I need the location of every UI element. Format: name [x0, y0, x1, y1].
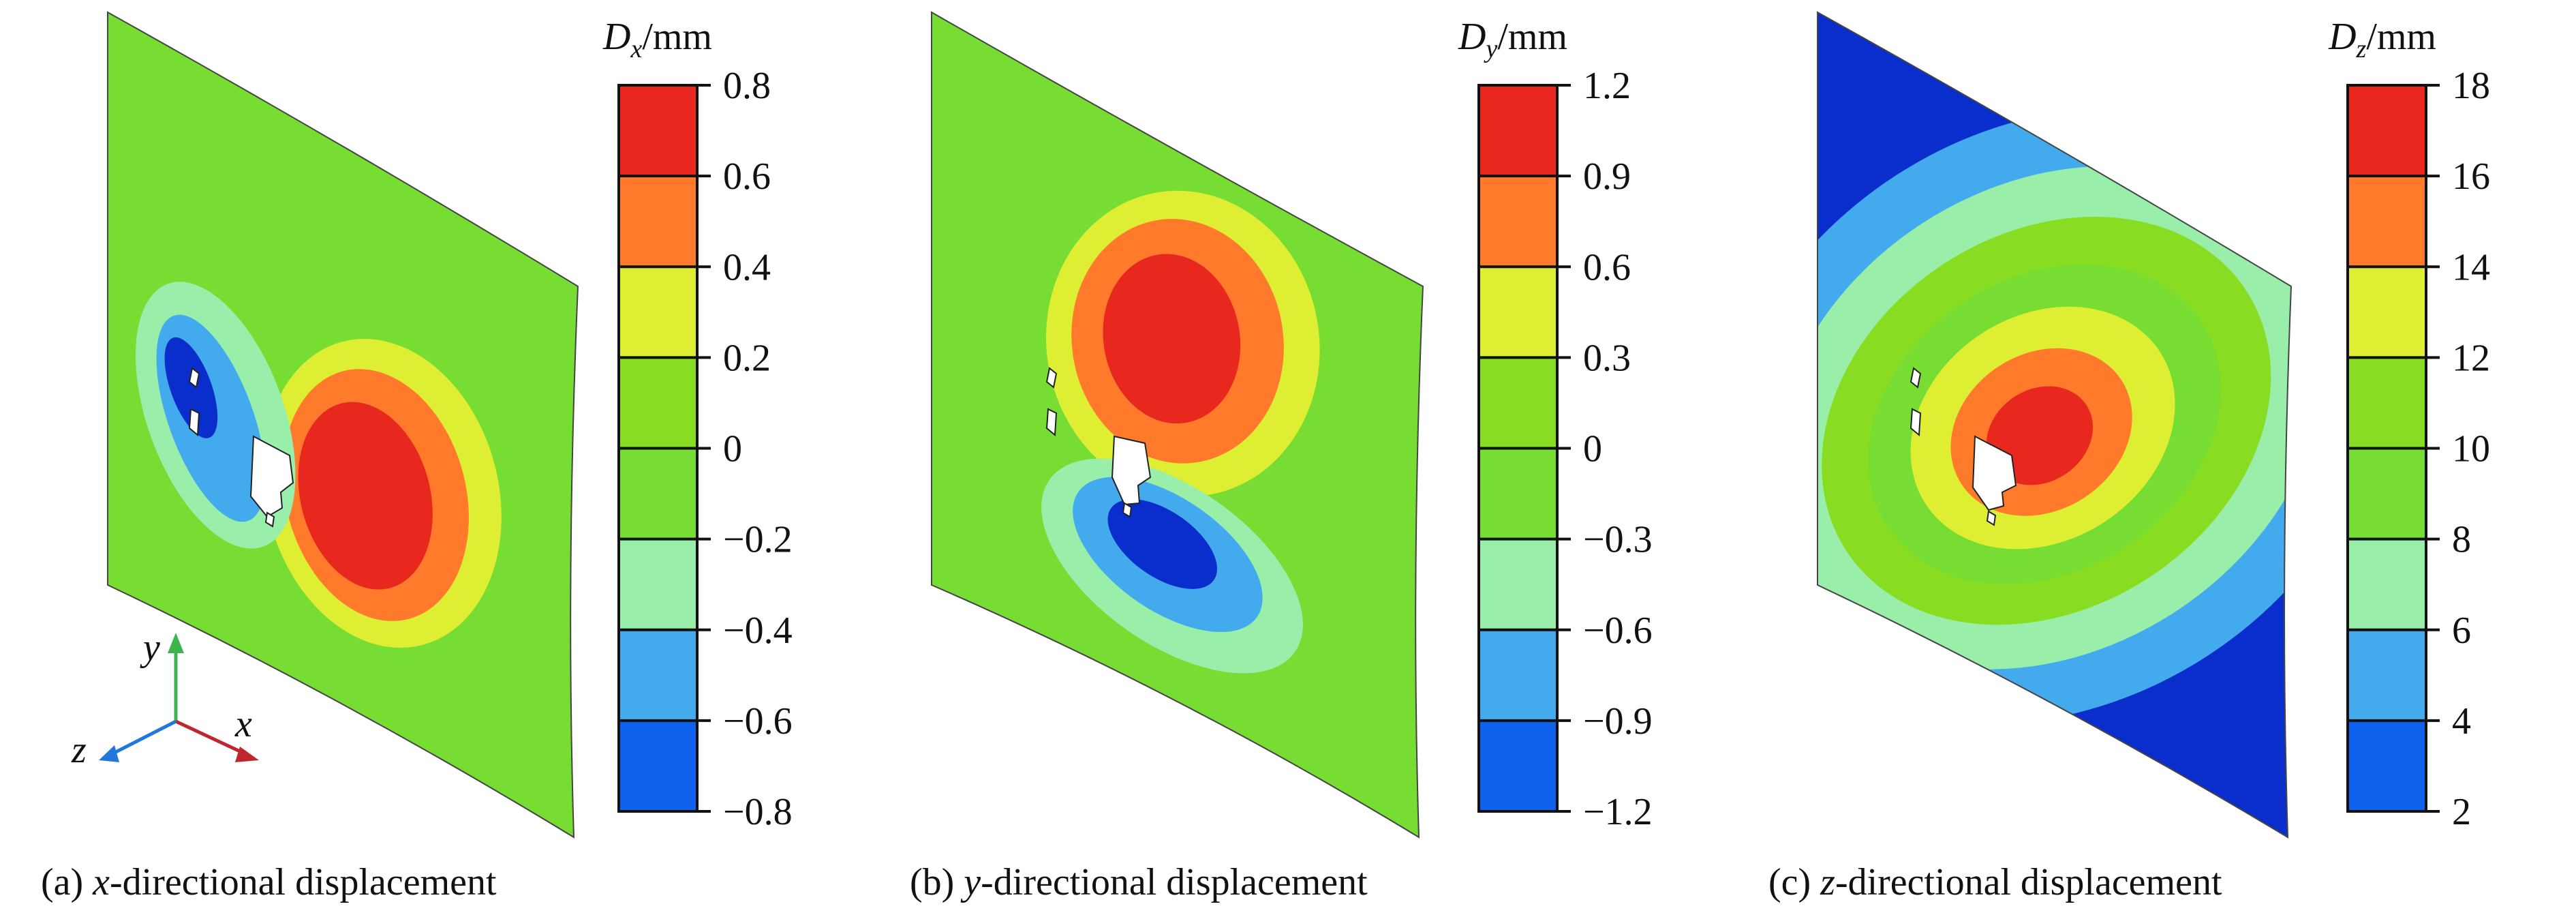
legend-b-swatch-4 [1479, 448, 1557, 539]
legend-b-swatch-7 [1479, 720, 1557, 811]
legend-c-label-8: 2 [2452, 791, 2471, 833]
legend-a-swatch-7 [619, 720, 697, 811]
legend-c-label-5: 8 [2452, 519, 2471, 561]
legend-a-swatch-1 [619, 176, 697, 267]
legend-b-label-1: 0.9 [1583, 155, 1631, 198]
caption-panel-c: (c) z-directional displacement [1768, 860, 2222, 904]
legend-b-label-5: −0.3 [1583, 519, 1653, 561]
z-axis-arrow [108, 719, 177, 758]
legend-b-swatch-2 [1479, 267, 1557, 358]
legend-a-swatch-3 [619, 357, 697, 449]
legend-b-label-3: 0.3 [1583, 337, 1631, 379]
legend-c-swatch-1 [2348, 176, 2426, 267]
caption-b-prefix: (b) [910, 861, 964, 903]
caption-c-var: z [1820, 861, 1835, 903]
legend-symbol: D [1458, 16, 1486, 58]
legend-b-label-4: 0 [1583, 428, 1602, 470]
legend-a-swatch-2 [619, 267, 697, 358]
legend-title-a: Dx/mm [602, 16, 712, 63]
y-axis-label: y [140, 627, 160, 669]
legend-b-swatch-0 [1479, 85, 1557, 177]
axes-triad: y x z [71, 627, 259, 771]
legend-panel-c: Dz/mm 18 16 14 12 10 8 6 4 2 [2328, 16, 2490, 833]
legend-c-label-4: 10 [2452, 428, 2490, 470]
caption-a-suffix: -directional displacement [110, 861, 497, 903]
legend-a-swatch-0 [619, 85, 697, 177]
caption-a-var: x [93, 861, 110, 903]
legend-c-label-2: 14 [2452, 246, 2490, 288]
legend-subscript: z [2356, 35, 2367, 63]
legend-c-swatch-7 [2348, 720, 2426, 811]
legend-a-swatch-6 [619, 629, 697, 721]
caption-b-var: y [964, 861, 981, 903]
y-axis-arrowhead [168, 633, 184, 653]
caption-panel-a: (a) x-directional displacement [41, 860, 497, 904]
legend-title-c: Dz/mm [2328, 16, 2436, 63]
legend-a-label-8: −0.8 [723, 791, 793, 833]
z-axis-arrowhead [99, 745, 119, 762]
legend-c-label-0: 18 [2452, 65, 2490, 107]
legend-panel-a: Dx/mm 0.8 0.6 0.4 0.2 0 −0.2 −0.4 −0.6 −0.8 [602, 16, 793, 833]
legend-a-swatch-4 [619, 448, 697, 539]
x-axis-label: x [234, 703, 252, 745]
legend-c-swatch-4 [2348, 448, 2426, 539]
legend-b-swatch-6 [1479, 629, 1557, 721]
legend-symbol: D [602, 16, 630, 58]
panel-b-plate [931, 11, 1424, 839]
legend-c-swatch-3 [2348, 357, 2426, 449]
legend-c-swatch-0 [2348, 85, 2426, 177]
panel-a-plate [107, 11, 579, 839]
caption-a-prefix: (a) [41, 861, 93, 903]
legend-title-b: Dy/mm [1458, 16, 1567, 63]
legend-a-label-1: 0.6 [723, 155, 771, 198]
legend-panel-b: Dy/mm 1.2 0.9 0.6 0.3 0 −0.3 −0.6 −0.9 −1.2 [1458, 16, 1653, 833]
legend-a-label-2: 0.4 [723, 246, 771, 288]
legend-b-label-7: −0.9 [1583, 700, 1653, 742]
legend-a-label-5: −0.2 [723, 519, 793, 561]
legend-c-swatch-5 [2348, 539, 2426, 630]
legend-c-swatch-6 [2348, 629, 2426, 721]
legend-b-label-6: −0.6 [1583, 610, 1653, 652]
legend-a-swatch-5 [619, 539, 697, 630]
legend-a-label-6: −0.4 [723, 610, 793, 652]
legend-symbol: D [2328, 16, 2356, 58]
legend-unit: /mm [1497, 16, 1567, 58]
legend-c-swatch-2 [2348, 267, 2426, 358]
legend-b-swatch-1 [1479, 176, 1557, 267]
x-axis-arrow [174, 719, 250, 758]
legend-subscript: x [630, 35, 642, 63]
legend-a-label-3: 0.2 [723, 337, 771, 379]
legend-b-label-8: −1.2 [1583, 791, 1653, 833]
panel-c-plate [1817, 11, 2293, 839]
caption-b-suffix: -directional displacement [981, 861, 1368, 903]
legend-subscript: y [1483, 35, 1497, 63]
caption-c-suffix: -directional displacement [1835, 861, 2222, 903]
legend-b-swatch-5 [1479, 539, 1557, 630]
legend-c-label-6: 6 [2452, 610, 2471, 652]
legend-a-label-0: 0.8 [723, 65, 771, 107]
x-axis-arrowhead [235, 747, 259, 762]
legend-b-label-0: 1.2 [1583, 65, 1631, 107]
legend-c-label-1: 16 [2452, 155, 2490, 198]
legend-unit: /mm [2366, 16, 2436, 58]
legend-unit: /mm [642, 16, 712, 58]
legend-b-label-2: 0.6 [1583, 246, 1631, 288]
legend-a-label-4: 0 [723, 428, 742, 470]
legend-c-label-7: 4 [2452, 700, 2471, 742]
caption-panel-b: (b) y-directional displacement [910, 860, 1368, 904]
legend-c-label-3: 12 [2452, 337, 2490, 379]
legend-a-label-7: −0.6 [723, 700, 793, 742]
legend-b-swatch-3 [1479, 357, 1557, 449]
caption-c-prefix: (c) [1768, 861, 1821, 903]
z-axis-label: z [71, 729, 87, 771]
